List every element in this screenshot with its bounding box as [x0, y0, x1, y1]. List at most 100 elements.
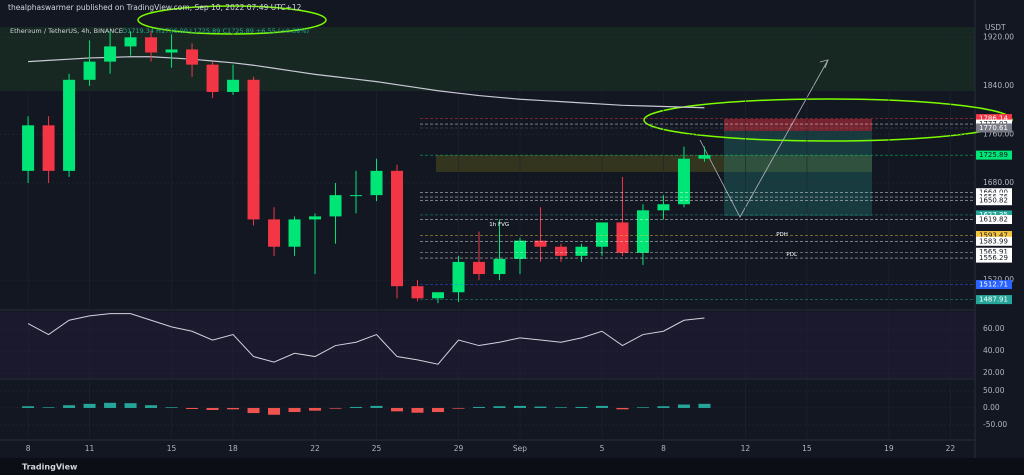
footer [0, 458, 1024, 475]
footer-brand: TradingView [22, 463, 78, 472]
zone [436, 155, 872, 172]
annotation: PDH [776, 232, 788, 238]
candle-body [370, 170, 383, 196]
macd-bar [186, 407, 199, 409]
price-label-box [976, 295, 1012, 305]
price-label-box [976, 253, 1012, 263]
x-tick-label: 19 [884, 444, 894, 453]
candle-body [493, 258, 506, 275]
annotation: PDL [786, 252, 798, 258]
macd-bar [83, 403, 96, 408]
ohlc: O1719.34 H1736.00 L1725.89 C1725.89 +6.5… [122, 27, 309, 35]
macd-bar [677, 404, 690, 408]
macd-bar [247, 407, 260, 414]
x-tick-label: 25 [372, 444, 382, 453]
macd-bar [206, 407, 219, 410]
rsi-pane [0, 312, 975, 378]
macd-bar [698, 403, 711, 408]
candle-body [391, 170, 404, 287]
annotation: 1h FVG [489, 222, 509, 228]
x-tick-label: 15 [802, 444, 812, 453]
candle-body [63, 79, 76, 171]
macd-bar [493, 406, 506, 408]
moving-average [28, 56, 705, 109]
candle-body [83, 61, 96, 80]
x-tick-label: 22 [946, 444, 956, 453]
macd-bar [124, 403, 137, 408]
symbol: Ethereum / TetherUS, 4h, BINANCE [10, 27, 123, 35]
y-tick-label: 1680.00 [983, 178, 1014, 187]
price-label-box [976, 280, 1012, 290]
candle-body [575, 246, 588, 256]
macd-bar [350, 406, 363, 408]
x-tick-label: 29 [454, 444, 464, 453]
candle-body [452, 261, 465, 293]
macd-bar [391, 407, 404, 412]
y-tick-label: 1840.00 [983, 81, 1014, 90]
candle-body [472, 261, 485, 275]
candle-body [657, 204, 670, 211]
candle-body [616, 222, 629, 253]
x-tick-label: 8 [26, 444, 31, 453]
price-label: 1487.91 [979, 296, 1008, 304]
macd-bar [329, 407, 342, 409]
price-label: 1556.29 [979, 254, 1008, 262]
candle-body [124, 37, 137, 47]
candle-body [288, 219, 301, 247]
candle-body [411, 286, 424, 299]
macd-bar [104, 402, 117, 408]
macd-bar [595, 405, 608, 408]
candle-body [268, 219, 281, 247]
macd-bar [370, 405, 383, 408]
projection-arrow [699, 59, 829, 218]
price-label-box [976, 215, 1012, 225]
price-label: 1593.47 [979, 232, 1008, 240]
macd-bar [513, 405, 526, 408]
macd-bar [411, 407, 424, 413]
candle-body [104, 46, 117, 62]
macd-bar [288, 407, 301, 413]
price-label-box [976, 210, 1012, 220]
price-label-box [976, 123, 1012, 133]
candle-body [513, 240, 526, 259]
candle-body [636, 210, 649, 253]
macd-bar [657, 406, 670, 408]
candle-body [350, 195, 363, 197]
publisher: thealphaswarmer published on TradingView… [8, 3, 302, 12]
candle-body [165, 49, 178, 53]
price-label: 1565.91 [979, 248, 1008, 256]
countdown: 09:45 [983, 160, 1003, 168]
y-tick-label: 20.00 [983, 368, 1005, 377]
stop-zone [724, 119, 872, 131]
macd-bar [22, 406, 35, 408]
price-label: 1786.14 [979, 115, 1008, 123]
y-tick-label: 1760.00 [983, 129, 1014, 138]
price-label: 1619.82 [979, 216, 1008, 224]
zone [0, 27, 975, 91]
y-tick-label: -50.00 [983, 420, 1007, 429]
y-tick-label: 0.00 [983, 403, 1000, 412]
price-label-box [976, 236, 1012, 246]
currency: USDT [985, 23, 1006, 32]
macd-bar [554, 407, 567, 408]
candle-body [186, 49, 199, 65]
candle-body [432, 292, 445, 299]
price-label-box [976, 114, 1012, 124]
candle-body [329, 195, 342, 217]
macd-bar [165, 407, 178, 408]
macd-bar [432, 407, 445, 413]
macd-bar [575, 406, 588, 408]
y-tick-label: 1920.00 [983, 32, 1014, 41]
arrow-head [819, 59, 829, 69]
candle-body [145, 37, 158, 53]
candle-body [22, 125, 35, 171]
candle-body [42, 125, 55, 171]
candle-body [206, 64, 219, 92]
x-tick-label: 8 [661, 444, 666, 453]
candle-body [595, 222, 608, 247]
x-tick-label: 5 [600, 444, 605, 453]
x-tick-label: 11 [85, 444, 95, 453]
price-label-box [976, 150, 1012, 160]
highlight-ellipse [137, 5, 327, 35]
